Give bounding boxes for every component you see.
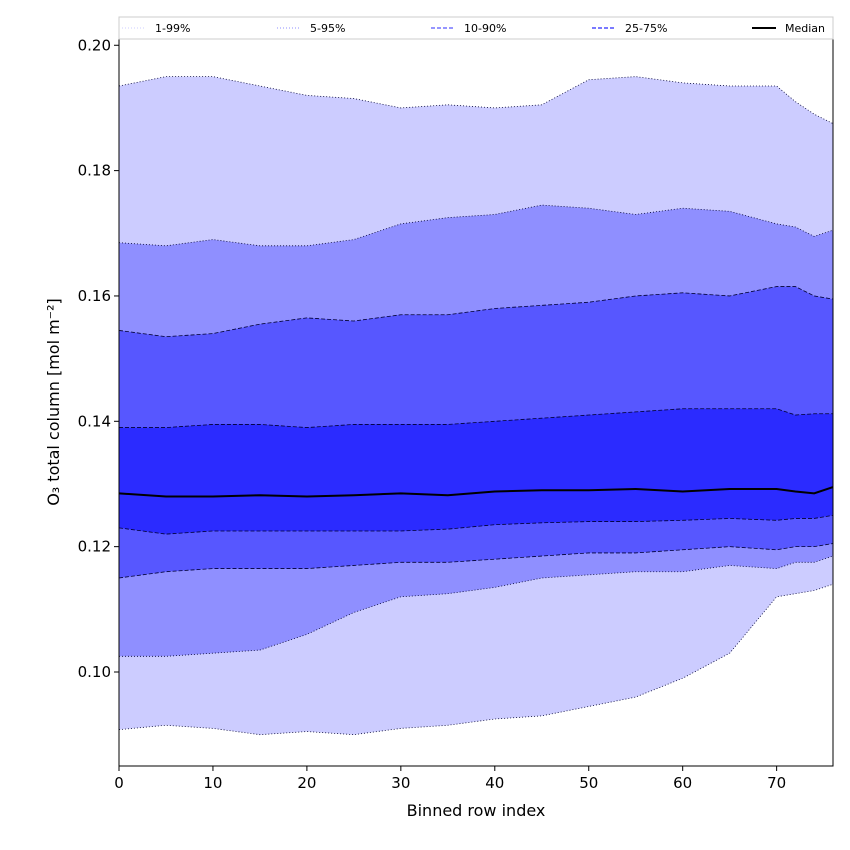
x-tick-label: 60 — [673, 774, 692, 792]
x-tick-label: 30 — [391, 774, 410, 792]
band-upper-25-75pct — [119, 408, 833, 428]
legend-label-25-75pct: 25-75% — [625, 22, 667, 35]
y-tick-label: 0.20 — [78, 36, 111, 54]
y-tick-label: 0.14 — [78, 412, 111, 430]
x-tick-label: 0 — [114, 774, 124, 792]
band-lower-10-90pct — [118, 543, 834, 579]
legend-label-median: Median — [785, 22, 825, 35]
median-line-layer — [118, 486, 834, 498]
y-axis-ticks: 0.10 0.12 0.14 0.16 0.18 0.20 — [78, 36, 119, 681]
x-axis-label: Binned row index — [407, 801, 546, 820]
band-upper-1-99pct — [118, 76, 834, 124]
band-upper-10-90pct — [118, 286, 834, 338]
x-tick-label: 70 — [767, 774, 786, 792]
x-tick-label: 50 — [579, 774, 598, 792]
x-tick-label: 10 — [203, 774, 222, 792]
legend-box — [118, 16, 834, 40]
legend-label-10-90pct: 10-90% — [464, 22, 506, 35]
legend-label-5-95pct: 5-95% — [310, 22, 345, 35]
y-tick-label: 0.16 — [78, 287, 111, 305]
x-tick-label: 20 — [297, 774, 316, 792]
y-tick-label: 0.10 — [78, 663, 111, 681]
y-tick-label: 0.12 — [78, 538, 111, 556]
y-axis-label: O₃ total column [mol m⁻²] — [44, 298, 63, 506]
x-axis-ticks: 0 10 20 30 40 50 60 70 — [114, 766, 786, 792]
band-25-75pct — [119, 408, 833, 535]
legend: 1-99% 5-95% 10-90% 25-75% Median — [118, 16, 834, 40]
median-line — [118, 486, 834, 498]
percentile-bands — [118, 76, 834, 736]
legend-label-1-99pct: 1-99% — [155, 22, 190, 35]
x-tick-label: 40 — [485, 774, 504, 792]
y-tick-label: 0.18 — [78, 162, 111, 180]
band-lower-25-75pct — [118, 514, 834, 535]
